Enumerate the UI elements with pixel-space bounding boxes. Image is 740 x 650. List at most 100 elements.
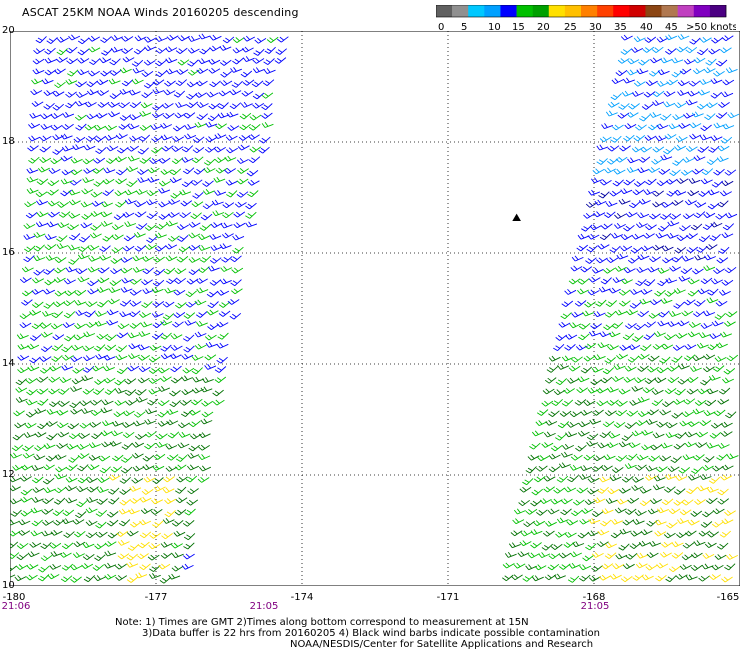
wind-barb (632, 189, 645, 196)
wind-barb (692, 68, 705, 75)
wind-barb (96, 287, 109, 293)
wind-barb (72, 144, 85, 151)
wind-barb (40, 123, 53, 130)
wind-barb (577, 430, 590, 437)
wind-barb (94, 320, 107, 327)
wind-barb (46, 221, 59, 228)
wind-barb (104, 387, 117, 395)
wind-barb (588, 517, 601, 524)
wind-barb (696, 245, 708, 253)
legend-swatch (564, 5, 582, 17)
wind-barb (168, 573, 181, 580)
wind-barb (183, 542, 195, 550)
wind-barb (656, 36, 669, 43)
wind-barb (170, 344, 183, 351)
wind-barb (626, 453, 638, 461)
wind-barb (83, 331, 96, 338)
wind-barb (102, 365, 115, 372)
wind-barb (27, 145, 39, 152)
wind-barb (534, 564, 547, 571)
wind-barb (641, 245, 654, 252)
wind-barb (597, 529, 610, 536)
wind-barb (626, 69, 639, 76)
wind-swath-right (502, 34, 740, 583)
wind-barb (34, 431, 47, 438)
wind-barb (586, 245, 598, 253)
wind-barb (642, 46, 655, 53)
wind-barb (555, 433, 567, 441)
wind-barb (654, 377, 667, 384)
wind-barb (23, 223, 36, 229)
wind-barb (90, 399, 103, 406)
wind-barb (700, 323, 713, 329)
wind-barb (699, 474, 712, 481)
wind-barb (655, 232, 668, 239)
wind-barb (694, 254, 707, 261)
wind-barb (618, 289, 631, 296)
wind-barb (579, 564, 592, 571)
wind-barb (181, 353, 194, 360)
wind-barb (87, 244, 100, 251)
wind-barb (692, 408, 705, 415)
wind-barb (221, 255, 233, 263)
legend-label: 5 (461, 22, 467, 33)
wind-barb (200, 418, 213, 425)
wind-barb (43, 443, 56, 450)
wind-barb (44, 234, 57, 241)
wind-barb (65, 46, 78, 54)
wind-barb (158, 201, 171, 208)
wind-barb (81, 408, 93, 414)
wind-barb (10, 541, 19, 549)
wind-barb (63, 278, 76, 285)
wind-barb (140, 102, 153, 109)
wind-barb (541, 543, 554, 551)
wind-barb (29, 356, 41, 364)
wind-barb (115, 345, 128, 353)
wind-barb (564, 288, 577, 295)
wind-barb (127, 365, 140, 372)
wind-barb (198, 33, 211, 40)
wind-barb (687, 421, 700, 427)
wind-barb (242, 79, 255, 86)
wind-barb (706, 102, 718, 109)
wind-barb (91, 200, 104, 207)
wind-barb (179, 399, 192, 406)
wind-barb (723, 368, 736, 375)
wind-barb (718, 246, 730, 254)
wind-barb (721, 518, 734, 525)
wind-barb (10, 485, 21, 492)
wind-barb (504, 551, 517, 558)
wind-barb (660, 298, 673, 304)
wind-barb (214, 133, 227, 140)
wind-barb (108, 111, 120, 118)
wind-barb (47, 200, 60, 207)
wind-barb (649, 213, 661, 220)
wind-barb (720, 421, 733, 428)
wind-barb (693, 454, 705, 461)
wind-barb (542, 388, 555, 395)
wind-barb (208, 67, 221, 74)
wind-barb (101, 201, 113, 208)
wind-barb (146, 398, 159, 406)
wind-barb (246, 170, 259, 177)
wind-barb (104, 573, 117, 580)
wind-barb (706, 388, 719, 395)
wind-barb (129, 289, 142, 296)
wind-barb (160, 552, 173, 559)
wind-barb (588, 189, 601, 196)
wind-barb (67, 224, 80, 231)
wind-barb (66, 464, 78, 471)
wind-barb (194, 299, 207, 306)
wind-barb (88, 255, 101, 262)
wind-barb (23, 255, 35, 263)
wind-barb (236, 178, 249, 185)
wind-barb (604, 357, 616, 364)
wind-barb (75, 123, 87, 131)
wind-barb (196, 287, 209, 294)
wind-barb (93, 575, 106, 582)
wind-barb (54, 486, 67, 494)
wind-barb (575, 444, 587, 452)
wind-barb (167, 211, 180, 218)
wind-barb (517, 551, 530, 558)
wind-barb (555, 378, 568, 386)
